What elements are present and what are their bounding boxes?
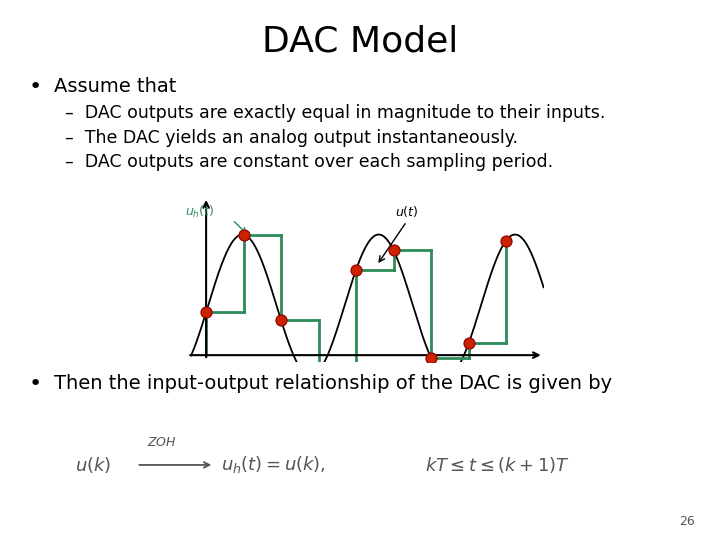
Text: $u(k)$: $u(k)$ xyxy=(75,455,111,475)
Text: 26: 26 xyxy=(679,515,695,528)
Text: •: • xyxy=(29,77,42,97)
Text: $u(t)$: $u(t)$ xyxy=(395,204,419,219)
Text: $kT \leq t \leq (k+1)T$: $kT \leq t \leq (k+1)T$ xyxy=(425,455,570,475)
Text: –  DAC outputs are exactly equal in magnitude to their inputs.: – DAC outputs are exactly equal in magni… xyxy=(65,104,606,122)
Text: Then the input-output relationship of the DAC is given by: Then the input-output relationship of th… xyxy=(54,374,612,393)
Text: $ZOH$: $ZOH$ xyxy=(148,436,177,449)
Text: DAC Model: DAC Model xyxy=(262,24,458,58)
Text: $u_h(t) = u(k),$: $u_h(t) = u(k),$ xyxy=(220,455,325,475)
Text: Assume that: Assume that xyxy=(54,77,176,96)
Text: $u(k)$: $u(k)$ xyxy=(0,539,1,540)
Text: –  The DAC yields an analog output instantaneously.: – The DAC yields an analog output instan… xyxy=(65,129,518,146)
Text: •: • xyxy=(29,374,42,394)
Text: $u_h(t)$: $u_h(t)$ xyxy=(186,204,215,220)
Text: –  DAC outputs are constant over each sampling period.: – DAC outputs are constant over each sam… xyxy=(65,153,553,171)
